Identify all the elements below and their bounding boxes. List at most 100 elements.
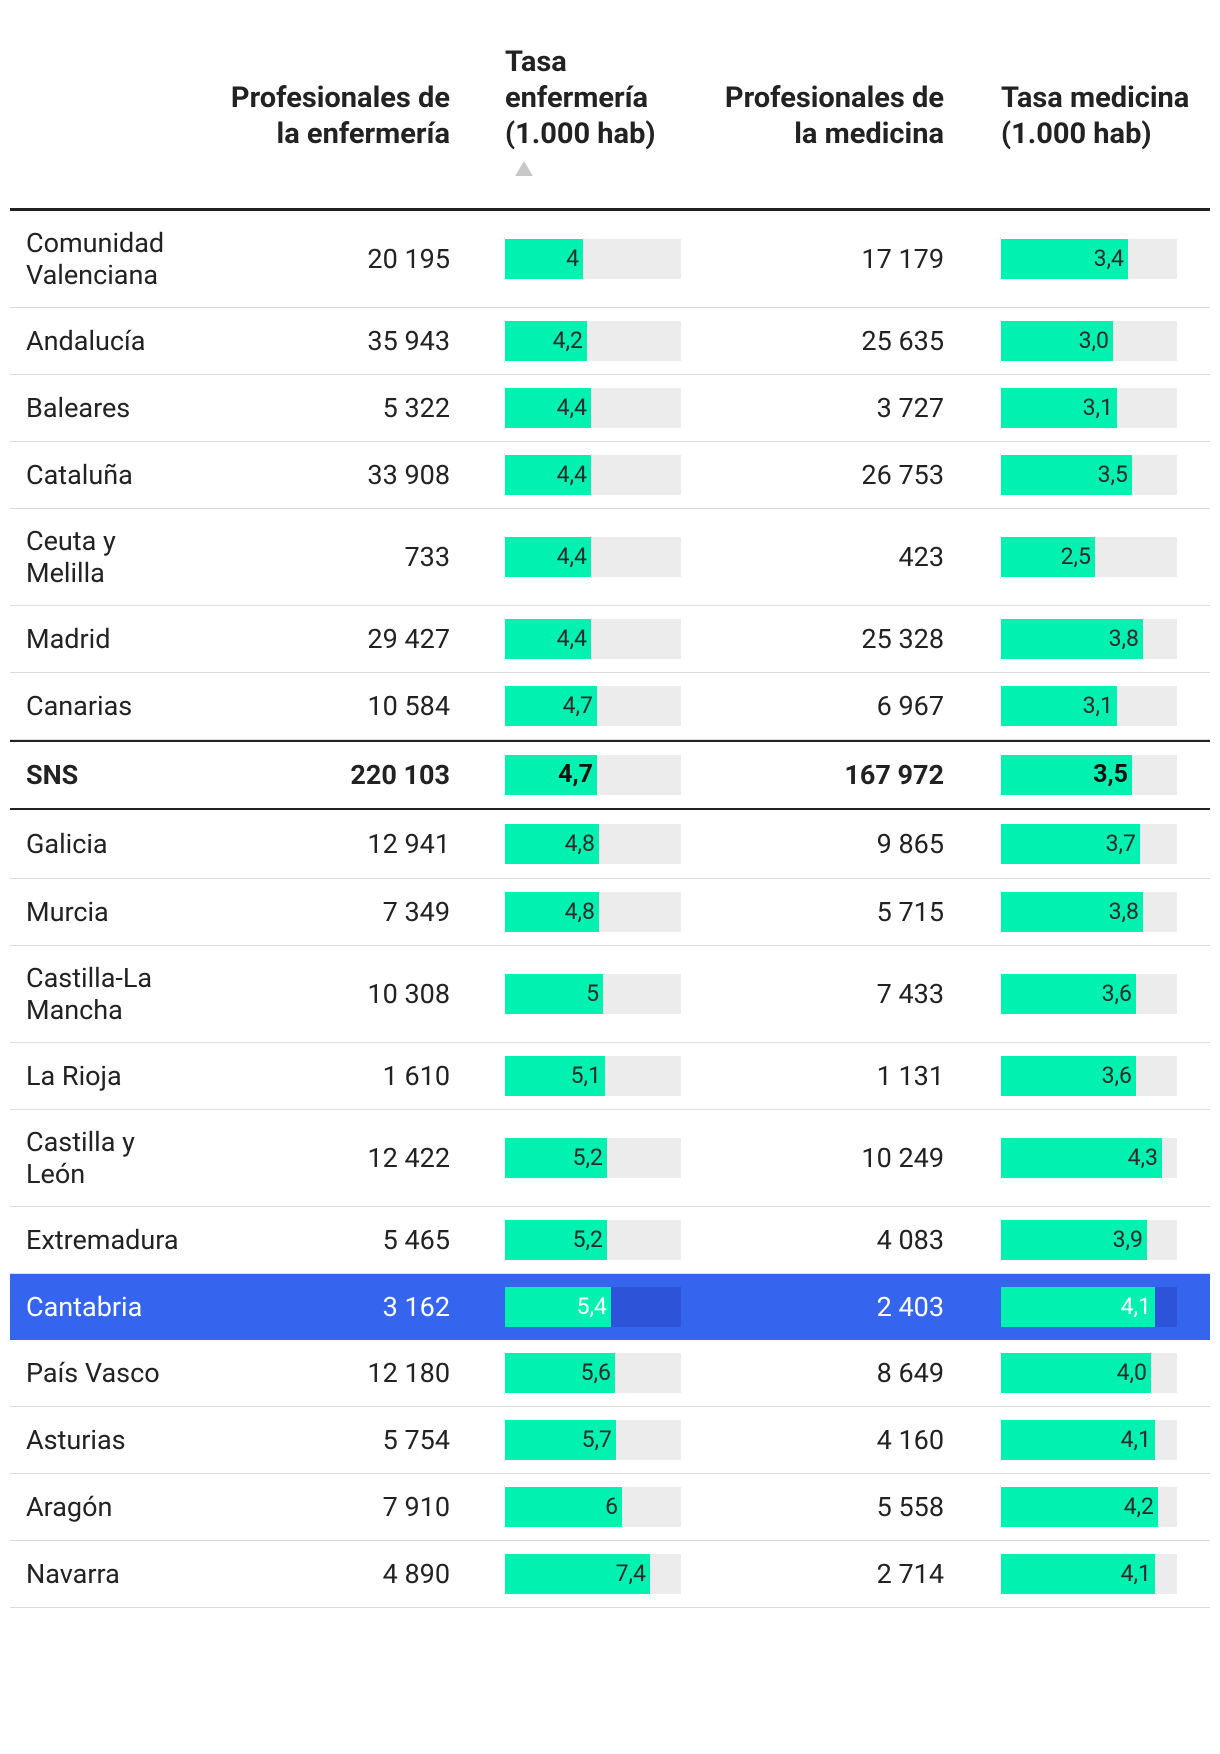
bar-fill-tasa-enfermeria: 4,8 xyxy=(505,892,599,932)
region-name: Castilla y León xyxy=(26,1110,206,1206)
table-row[interactable]: Cataluña 33 908 4,4 26 753 3,5 xyxy=(10,442,1210,509)
bar-tasa-enfermeria: 4 xyxy=(505,239,681,279)
table-row[interactable]: Galicia 12 941 4,8 9 865 3,7 xyxy=(10,810,1210,879)
table-row[interactable]: SNS 220 103 4,7 167 972 3,5 xyxy=(10,740,1210,810)
value-profesionales-enfermeria: 20 195 xyxy=(367,243,450,275)
table-row[interactable]: Murcia 7 349 4,8 5 715 3,8 xyxy=(10,879,1210,946)
table-row[interactable]: Canarias 10 584 4,7 6 967 3,1 xyxy=(10,673,1210,740)
bar-tasa-enfermeria: 6 xyxy=(505,1487,681,1527)
table-row[interactable]: Asturias 5 754 5,7 4 160 4,1 xyxy=(10,1407,1210,1474)
header-tasa-enfermeria[interactable]: Tasa enfermería (1.000 hab) xyxy=(505,45,656,151)
value-profesionales-medicina: 2 714 xyxy=(876,1558,944,1590)
region-name: La Rioja xyxy=(26,1060,122,1092)
bar-label-tasa-medicina: 3,6 xyxy=(1101,1062,1132,1089)
bar-fill-tasa-enfermeria: 7,4 xyxy=(505,1554,650,1594)
bar-label-tasa-enfermeria: 7,4 xyxy=(615,1560,646,1587)
bar-label-tasa-enfermeria: 4,7 xyxy=(558,760,593,789)
table-row[interactable]: Andalucía 35 943 4,2 25 635 3,0 xyxy=(10,308,1210,375)
table-row[interactable]: La Rioja 1 610 5,1 1 131 3,6 xyxy=(10,1043,1210,1110)
bar-fill-tasa-medicina: 4,3 xyxy=(1001,1138,1162,1178)
header-profesionales-medicina[interactable]: Profesionales de la medicina xyxy=(724,81,944,151)
bar-fill-tasa-enfermeria: 5,6 xyxy=(505,1353,615,1393)
value-profesionales-enfermeria: 35 943 xyxy=(367,325,450,357)
table-row[interactable]: Navarra 4 890 7,4 2 714 4,1 xyxy=(10,1541,1210,1608)
bar-label-tasa-enfermeria: 5,2 xyxy=(572,1144,603,1171)
bar-fill-tasa-medicina: 3,5 xyxy=(1001,755,1132,795)
table-row[interactable]: País Vasco 12 180 5,6 8 649 4,0 xyxy=(10,1340,1210,1407)
bar-tasa-medicina: 3,1 xyxy=(1001,388,1177,428)
bar-tasa-medicina: 3,6 xyxy=(1001,974,1177,1014)
value-profesionales-enfermeria: 7 910 xyxy=(382,1491,450,1523)
table-body: Comunidad Valenciana 20 195 4 17 179 3,4 Anda… xyxy=(10,211,1210,1608)
bar-tasa-enfermeria: 4,4 xyxy=(505,619,681,659)
bar-label-tasa-medicina: 4,3 xyxy=(1127,1144,1158,1171)
bar-label-tasa-medicina: 3,5 xyxy=(1093,760,1128,789)
bar-fill-tasa-medicina: 2,5 xyxy=(1001,537,1095,577)
bar-fill-tasa-enfermeria: 4 xyxy=(505,239,583,279)
bar-fill-tasa-enfermeria: 5 xyxy=(505,974,603,1014)
region-name: Murcia xyxy=(26,896,109,928)
bar-tasa-medicina: 4,1 xyxy=(1001,1420,1177,1460)
bar-label-tasa-medicina: 3,8 xyxy=(1108,625,1139,652)
bar-label-tasa-enfermeria: 5,7 xyxy=(581,1426,612,1453)
bar-tasa-medicina: 3,0 xyxy=(1001,321,1177,361)
table-row[interactable]: Aragón 7 910 6 5 558 4,2 xyxy=(10,1474,1210,1541)
value-profesionales-medicina: 10 249 xyxy=(861,1142,944,1174)
data-table: Profesionales de la enfermería Tasa enfe… xyxy=(10,0,1210,1608)
bar-tasa-enfermeria: 4,8 xyxy=(505,824,681,864)
table-row[interactable]: Baleares 5 322 4,4 3 727 3,1 xyxy=(10,375,1210,442)
value-profesionales-enfermeria: 12 941 xyxy=(367,828,450,860)
region-name-text: Ceuta y Melilla xyxy=(26,525,116,589)
bar-label-tasa-enfermeria: 5,2 xyxy=(572,1226,603,1253)
value-profesionales-medicina: 25 635 xyxy=(861,325,944,357)
table-row[interactable]: Comunidad Valenciana 20 195 4 17 179 3,4 xyxy=(10,211,1210,308)
bar-label-tasa-medicina: 2,5 xyxy=(1060,543,1091,570)
bar-label-tasa-enfermeria: 4,4 xyxy=(556,394,587,421)
bar-fill-tasa-medicina: 3,9 xyxy=(1001,1220,1147,1260)
bar-fill-tasa-medicina: 3,8 xyxy=(1001,892,1143,932)
bar-tasa-medicina: 4,3 xyxy=(1001,1138,1177,1178)
value-profesionales-enfermeria: 33 908 xyxy=(367,459,450,491)
value-profesionales-medicina: 5 558 xyxy=(876,1491,944,1523)
region-name: Canarias xyxy=(26,690,133,722)
bar-tasa-medicina: 4,1 xyxy=(1001,1554,1177,1594)
header-profesionales-enfermeria[interactable]: Profesionales de la enfermería xyxy=(230,81,450,151)
bar-tasa-enfermeria: 5,4 xyxy=(505,1287,681,1327)
region-name: Castilla-La Mancha xyxy=(26,946,206,1042)
table-row[interactable]: Castilla-La Mancha 10 308 5 7 433 3,6 xyxy=(10,946,1210,1043)
bar-label-tasa-enfermeria: 4,7 xyxy=(562,692,593,719)
table-row[interactable]: Madrid 29 427 4,4 25 328 3,8 xyxy=(10,606,1210,673)
bar-tasa-enfermeria: 5,2 xyxy=(505,1220,681,1260)
bar-tasa-enfermeria: 5,2 xyxy=(505,1138,681,1178)
region-name: Baleares xyxy=(26,392,131,424)
value-profesionales-enfermeria: 733 xyxy=(404,541,450,573)
table-row[interactable]: Cantabria 3 162 5,4 2 403 4,1 xyxy=(10,1274,1210,1340)
region-name: Andalucía xyxy=(26,325,146,357)
bar-tasa-medicina: 3,9 xyxy=(1001,1220,1177,1260)
bar-fill-tasa-enfermeria: 5,7 xyxy=(505,1420,616,1460)
bar-fill-tasa-enfermeria: 4,4 xyxy=(505,537,591,577)
value-profesionales-medicina: 2 403 xyxy=(876,1291,944,1323)
bar-label-tasa-enfermeria: 4 xyxy=(566,245,579,272)
bar-fill-tasa-enfermeria: 4,8 xyxy=(505,824,599,864)
table-row[interactable]: Ceuta y Melilla 733 4,4 423 2,5 xyxy=(10,509,1210,606)
bar-fill-tasa-enfermeria: 4,2 xyxy=(505,321,587,361)
bar-tasa-medicina: 4,1 xyxy=(1001,1287,1177,1327)
value-profesionales-medicina: 4 083 xyxy=(876,1224,944,1256)
value-profesionales-enfermeria: 4 890 xyxy=(382,1558,450,1590)
bar-tasa-medicina: 3,7 xyxy=(1001,824,1177,864)
table-row[interactable]: Castilla y León 12 422 5,2 10 249 4,3 xyxy=(10,1110,1210,1207)
region-name: País Vasco xyxy=(26,1357,160,1389)
value-profesionales-enfermeria: 5 322 xyxy=(382,392,450,424)
bar-tasa-enfermeria: 5 xyxy=(505,974,681,1014)
bar-fill-tasa-medicina: 3,1 xyxy=(1001,388,1117,428)
bar-fill-tasa-enfermeria: 6 xyxy=(505,1487,622,1527)
bar-fill-tasa-medicina: 3,6 xyxy=(1001,1056,1136,1096)
table-row[interactable]: Extremadura 5 465 5,2 4 083 3,9 xyxy=(10,1207,1210,1274)
bar-tasa-enfermeria: 5,6 xyxy=(505,1353,681,1393)
bar-tasa-medicina: 3,5 xyxy=(1001,755,1177,795)
bar-tasa-medicina: 3,8 xyxy=(1001,892,1177,932)
region-name: SNS xyxy=(26,759,79,791)
header-tasa-medicina[interactable]: Tasa medicina (1.000 hab) xyxy=(1001,81,1190,151)
bar-fill-tasa-medicina: 3,1 xyxy=(1001,686,1117,726)
